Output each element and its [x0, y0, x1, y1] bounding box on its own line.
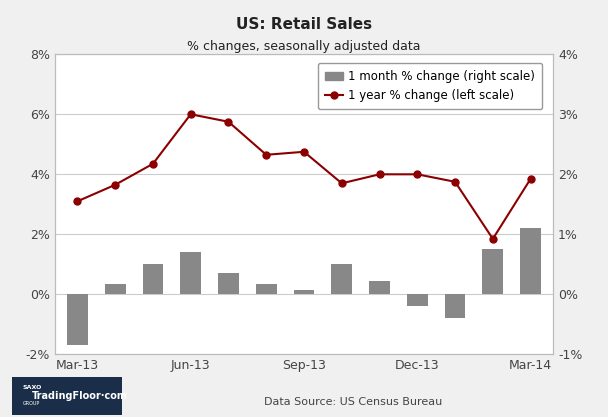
Bar [105, 284, 125, 294]
Text: TradingFloor·com: TradingFloor·com [32, 391, 128, 401]
Bar [331, 264, 352, 294]
Text: SAXO: SAXO [22, 385, 41, 390]
Text: GROUP: GROUP [23, 401, 41, 406]
Bar [142, 264, 164, 294]
Legend: 1 month % change (right scale), 1 year % change (left scale): 1 month % change (right scale), 1 year %… [318, 63, 542, 109]
Bar [256, 284, 277, 294]
Bar [444, 294, 466, 319]
Bar [218, 274, 239, 294]
Bar [520, 229, 541, 294]
Bar [483, 249, 503, 294]
Bar [369, 281, 390, 294]
Text: US: Retail Sales: US: Retail Sales [236, 17, 372, 32]
Bar [294, 289, 314, 294]
Text: Data Source: US Census Bureau: Data Source: US Census Bureau [263, 397, 442, 407]
Bar [407, 294, 427, 306]
Text: % changes, seasonally adjusted data: % changes, seasonally adjusted data [187, 40, 421, 53]
Bar [67, 294, 88, 345]
Bar [181, 252, 201, 294]
